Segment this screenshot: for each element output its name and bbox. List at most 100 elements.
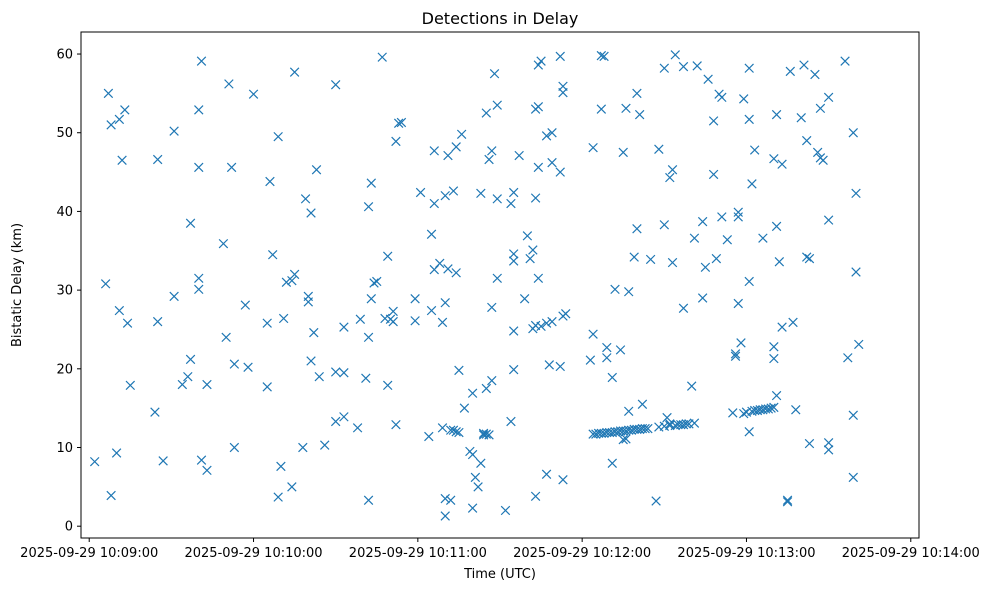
data-point	[391, 136, 401, 147]
data-point	[769, 153, 779, 164]
data-point	[445, 425, 456, 435]
data-point	[763, 404, 774, 414]
data-point	[522, 231, 533, 241]
data-point	[454, 365, 464, 376]
data-point	[667, 257, 678, 268]
data-point	[654, 144, 664, 154]
data-point	[558, 87, 568, 98]
data-point	[298, 442, 308, 453]
data-point	[799, 60, 809, 70]
data-point	[711, 253, 722, 264]
data-point	[615, 345, 626, 355]
data-point	[262, 382, 272, 392]
data-point	[823, 438, 834, 448]
data-point	[194, 273, 204, 284]
data-point	[117, 155, 127, 165]
x-tick-label: 2025-09-29 10:13:00	[677, 546, 815, 561]
data-point	[196, 56, 207, 66]
data-point	[440, 297, 450, 308]
data-point	[481, 383, 492, 394]
data-point	[196, 455, 207, 465]
y-axis-label: Bistatic Delay (km)	[10, 223, 25, 347]
chart-title: Detections in Delay	[422, 9, 579, 28]
data-point	[440, 493, 450, 504]
data-point	[508, 187, 519, 198]
y-axis-ticks: 0 10 20 30 40 50 60	[56, 48, 81, 535]
data-point	[749, 145, 760, 155]
data-point	[744, 114, 754, 125]
data-point	[481, 108, 492, 118]
data-point	[437, 423, 448, 433]
data-point	[541, 131, 552, 141]
y-tick-label: 30	[56, 284, 73, 299]
data-point	[555, 361, 565, 372]
data-point	[114, 114, 125, 125]
data-point	[473, 482, 483, 492]
data-point	[487, 375, 497, 386]
data-point	[426, 305, 437, 316]
data-point	[651, 496, 661, 506]
data-point	[818, 155, 828, 165]
data-point	[785, 66, 796, 77]
data-point	[722, 235, 733, 245]
data-point	[739, 94, 749, 104]
data-point	[487, 146, 497, 156]
data-point	[536, 321, 546, 332]
data-point	[851, 267, 861, 277]
data-point	[547, 316, 557, 327]
data-point	[791, 405, 801, 415]
data-point	[281, 277, 292, 287]
data-point	[525, 253, 535, 264]
data-point	[218, 238, 229, 249]
y-tick-label: 20	[56, 362, 73, 377]
data-point	[459, 403, 470, 413]
data-point	[388, 316, 398, 327]
data-point	[388, 306, 398, 317]
data-point	[451, 142, 461, 152]
data-point	[289, 269, 300, 280]
data-point	[766, 403, 776, 413]
data-point	[659, 63, 670, 73]
data-point	[659, 220, 670, 230]
plot-frame	[80, 31, 920, 539]
data-point	[771, 221, 782, 232]
data-point	[470, 472, 481, 483]
data-point	[533, 273, 544, 284]
data-point	[547, 157, 557, 168]
data-point	[703, 74, 713, 84]
data-point	[769, 342, 779, 352]
data-point	[533, 102, 544, 112]
data-point	[289, 67, 300, 77]
data-point	[492, 100, 502, 110]
data-point	[561, 308, 571, 319]
data-point	[662, 412, 672, 423]
data-point	[492, 194, 502, 204]
data-point	[730, 351, 741, 361]
data-point	[634, 109, 645, 120]
data-point	[618, 147, 628, 158]
x-axis-label: Time (UTC)	[463, 567, 536, 582]
data-point	[369, 278, 379, 288]
data-point	[747, 179, 757, 189]
data-point	[508, 364, 519, 375]
data-point	[815, 103, 826, 114]
data-point	[632, 224, 642, 234]
data-point	[602, 342, 612, 353]
data-point	[607, 458, 618, 468]
data-point	[443, 264, 453, 274]
data-point	[736, 338, 746, 348]
data-point	[183, 371, 193, 382]
data-point	[717, 212, 727, 222]
x-tick-label: 2025-09-29 10:11:00	[349, 546, 487, 561]
data-point	[410, 294, 420, 304]
data-point	[530, 193, 541, 203]
data-point	[415, 187, 426, 198]
data-point	[678, 61, 689, 72]
data-point	[708, 169, 719, 180]
data-point	[588, 329, 598, 339]
data-point	[530, 491, 541, 502]
data-point	[448, 186, 459, 196]
data-point	[306, 356, 316, 366]
data-point	[730, 349, 741, 359]
